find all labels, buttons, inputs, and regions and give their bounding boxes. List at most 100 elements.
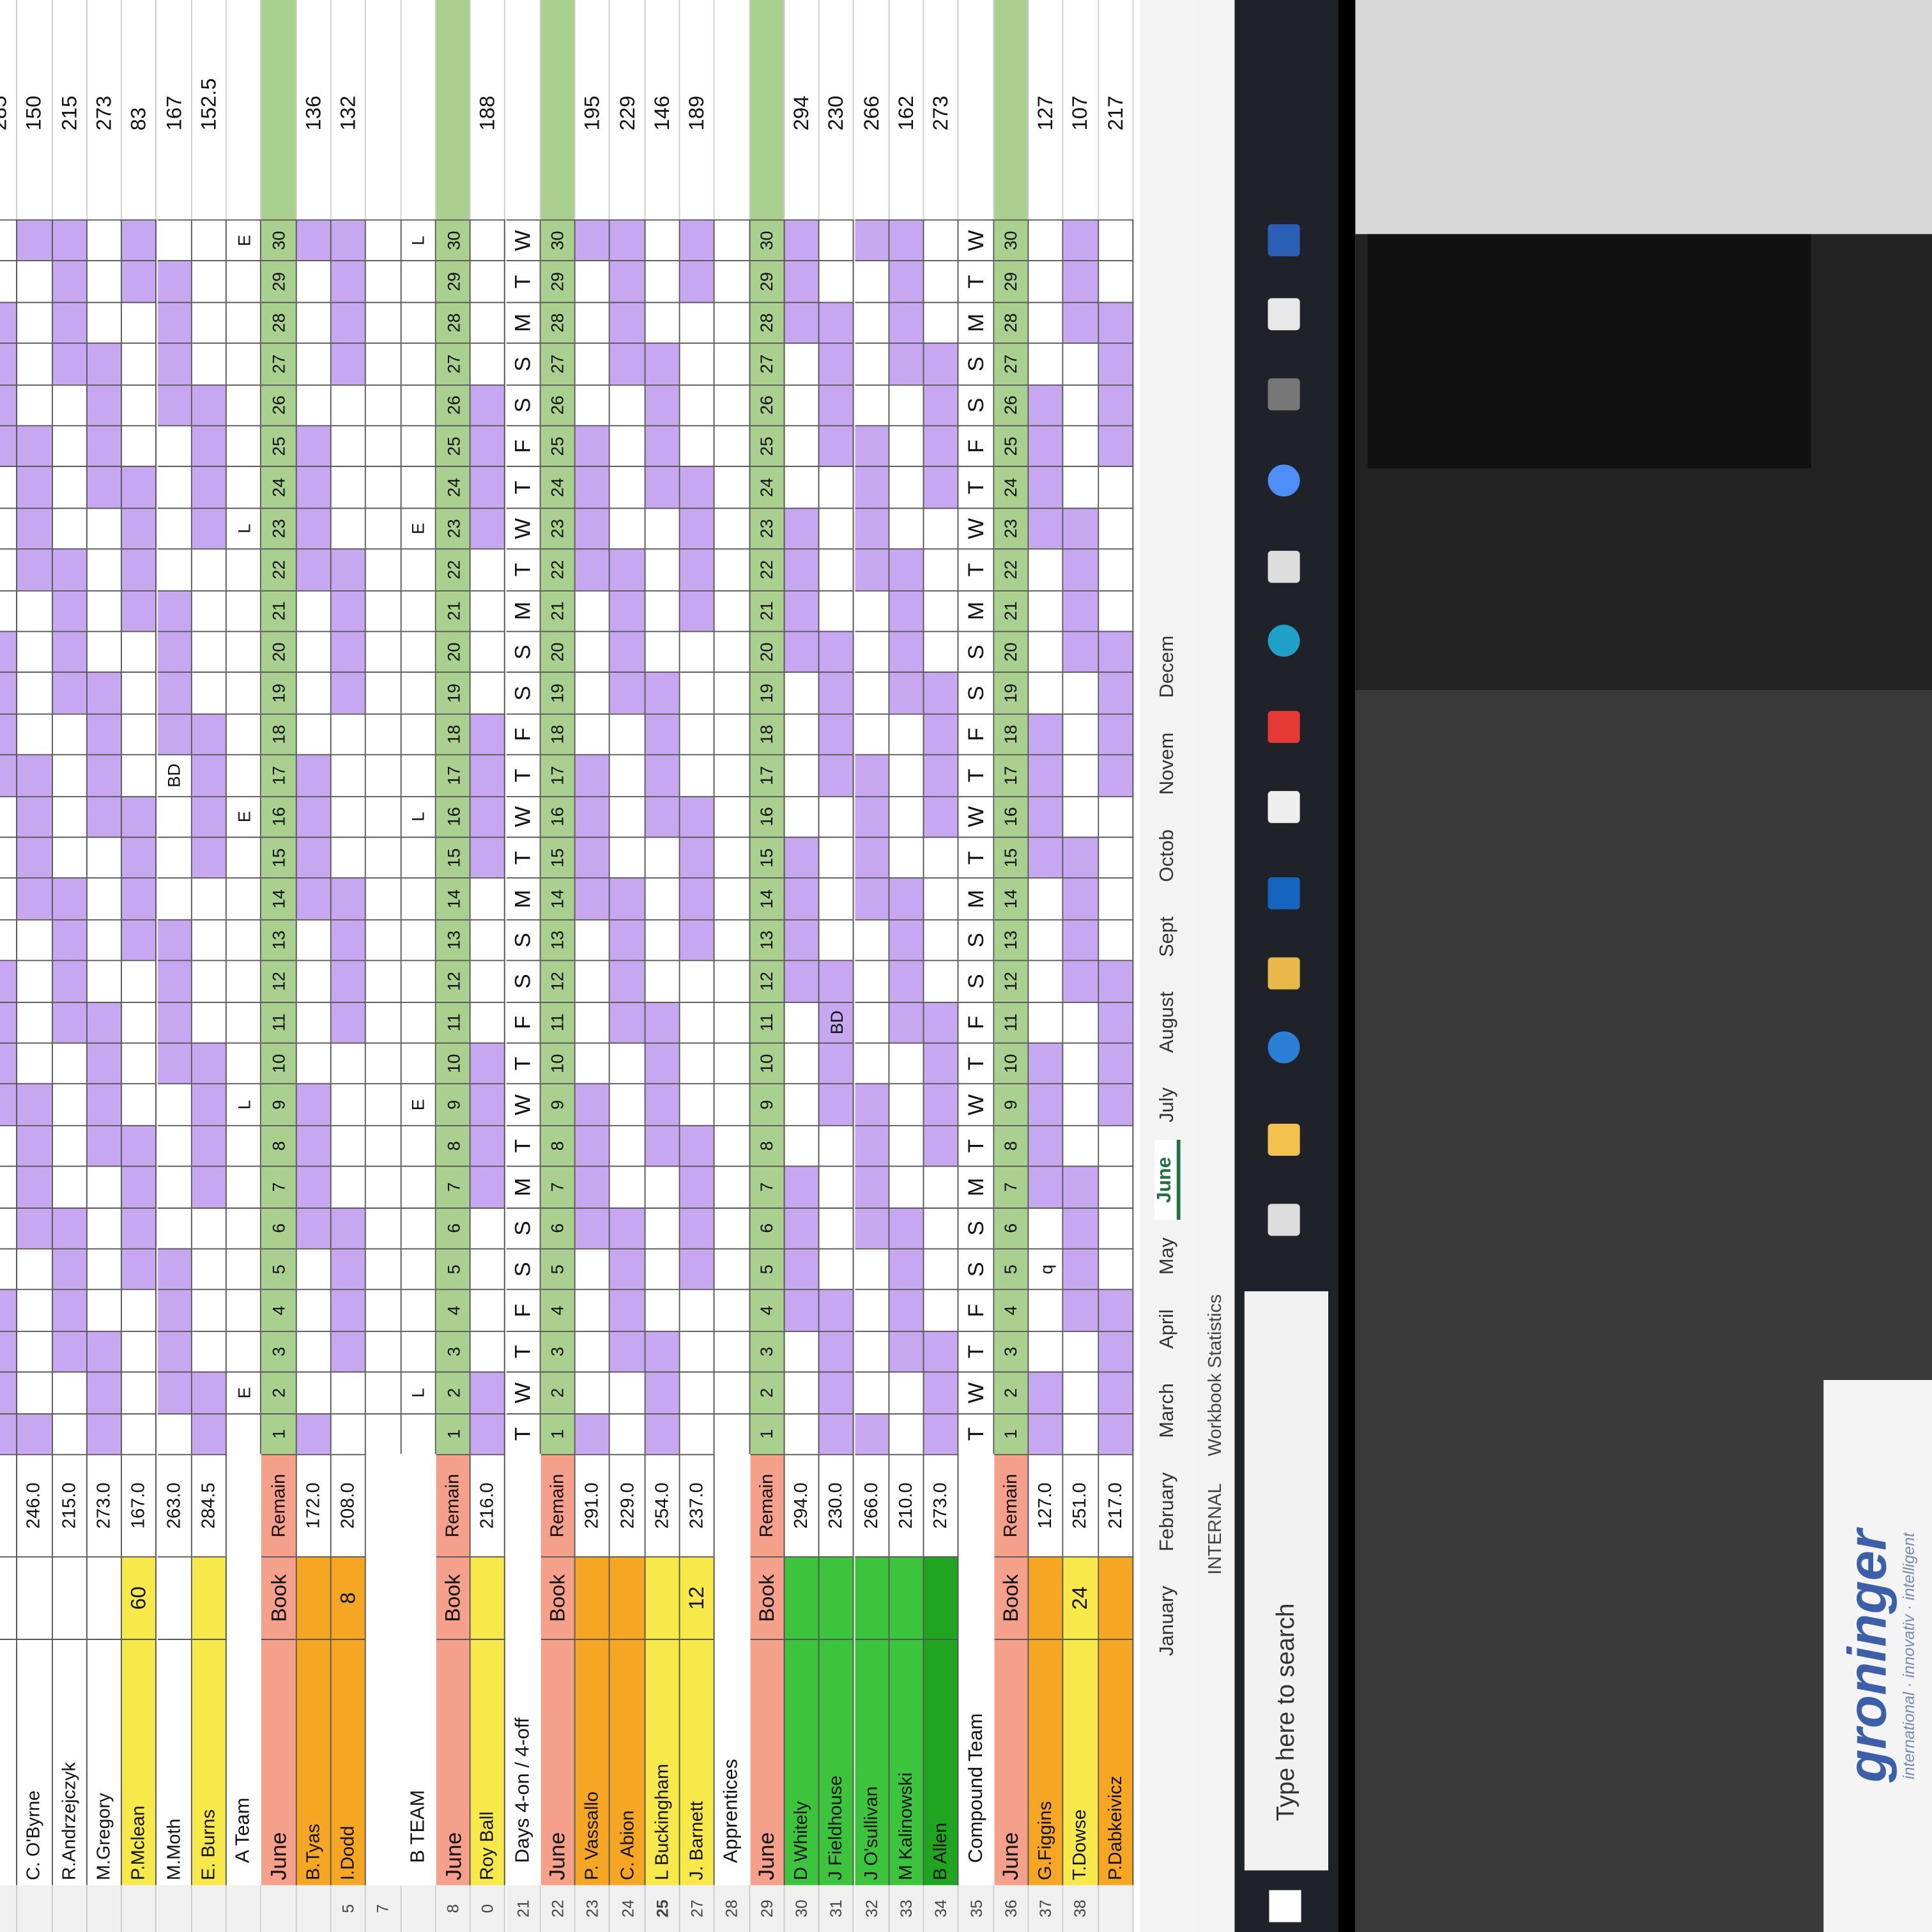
sheet-tab[interactable]: May (1156, 1237, 1177, 1275)
day-number: 26 (261, 383, 297, 425)
day-cell (122, 877, 157, 919)
day-number: 23 (261, 507, 297, 549)
day-number: 14 (436, 877, 471, 919)
day-cell (192, 466, 227, 508)
day-cell (819, 383, 855, 425)
calc-app[interactable] (1268, 551, 1300, 583)
total-cell: 273 (924, 0, 960, 220)
day-cell (471, 425, 506, 466)
person-name: I.Dodd (331, 1638, 367, 1885)
flower-app[interactable] (1268, 464, 1300, 497)
day-cell (819, 302, 855, 343)
day-cell (192, 836, 227, 878)
sheet-tab[interactable]: Decem (1156, 635, 1177, 698)
day-cell (157, 960, 192, 1002)
red-app[interactable] (1268, 710, 1300, 743)
weekday-letter: W (959, 507, 994, 549)
day-cell (575, 425, 611, 466)
sheet-tab[interactable]: July (1156, 1087, 1177, 1123)
sheet-tab[interactable]: April (1156, 1309, 1177, 1349)
weekday-letter: T (959, 1413, 994, 1454)
day-cell (889, 1289, 924, 1331)
day-cell (401, 960, 436, 1002)
day-cell (680, 466, 716, 508)
day-cell (645, 960, 680, 1002)
day-cell (122, 795, 157, 837)
l-app[interactable] (1268, 378, 1300, 411)
task-view[interactable] (1268, 1204, 1300, 1236)
day-cell (715, 1289, 750, 1331)
day-cell (52, 1413, 88, 1454)
day-cell (924, 919, 960, 960)
day-cell (575, 1371, 611, 1413)
file-explorer[interactable] (1268, 1123, 1300, 1156)
day-cell (471, 383, 506, 425)
day-cell (785, 219, 820, 261)
sheet-tab[interactable]: March (1156, 1383, 1177, 1438)
day-cell (87, 219, 123, 261)
day-cell (785, 1084, 820, 1125)
weekday-letter: T (959, 754, 994, 796)
day-cell (157, 466, 192, 508)
day-cell (924, 1371, 960, 1413)
shift-mark: E (227, 1371, 262, 1413)
day-cell (17, 1248, 53, 1290)
edge[interactable] (1268, 624, 1300, 657)
day-cell (87, 1207, 123, 1248)
day-cell (192, 1001, 227, 1043)
total-cell: 273 (87, 0, 123, 220)
day-cell (52, 342, 88, 384)
day-number: 13 (749, 919, 785, 960)
day-cell (122, 1413, 157, 1454)
day-cell (471, 795, 506, 837)
internet-explorer[interactable] (1268, 1031, 1300, 1064)
day-number: 30 (993, 219, 1029, 261)
day-cell (889, 260, 924, 302)
day-cell (645, 1289, 680, 1331)
day-cell (0, 548, 18, 590)
day-cell (366, 1207, 401, 1248)
total-cell (366, 0, 401, 220)
day-cell (17, 1330, 53, 1372)
sheet-tab[interactable]: Sept (1156, 916, 1177, 957)
weekday-letter: S (505, 342, 541, 384)
sheet-tab[interactable]: Octob (1156, 829, 1177, 882)
sheet-tab[interactable]: August (1156, 991, 1177, 1054)
day-cell (296, 713, 332, 755)
day-number: 27 (436, 342, 471, 384)
day-cell (331, 671, 367, 714)
total-cell: 195 (575, 0, 611, 220)
row-number: 27 (680, 1885, 716, 1932)
day-cell (819, 342, 855, 384)
day-cell (52, 671, 88, 714)
day-number: 18 (540, 713, 576, 755)
sheet-tab[interactable]: Novem (1156, 732, 1177, 795)
status-stats[interactable]: Workbook Statistics (1204, 1294, 1225, 1457)
day-cell (1063, 548, 1099, 590)
day-cell (0, 1413, 18, 1454)
day-cell (0, 219, 18, 261)
start-button[interactable] (1269, 1890, 1301, 1922)
day-cell (52, 877, 88, 919)
day-cell (401, 1165, 436, 1208)
remain-cell: 215.0 (52, 1453, 88, 1556)
sheet-tab[interactable]: June (1154, 1139, 1181, 1220)
day-cell (331, 1330, 367, 1372)
remain-cell: 230.0 (819, 1453, 855, 1556)
person-name: L Buckingham (645, 1638, 680, 1885)
day-cell (1063, 1413, 1099, 1454)
sheet-tab[interactable]: January (1156, 1586, 1177, 1656)
weekday-letter: S (959, 1207, 994, 1248)
outlook[interactable] (1268, 877, 1300, 910)
sheet-tab[interactable]: February (1156, 1472, 1177, 1552)
weekday-letter: M (959, 590, 994, 631)
word[interactable] (1268, 224, 1300, 257)
pen-app[interactable] (1268, 957, 1300, 990)
day-cell (331, 836, 367, 878)
notes-app[interactable] (1268, 791, 1300, 824)
total-cell (401, 0, 436, 220)
day-cell (366, 631, 401, 672)
search-box[interactable]: Type here to search (1244, 1291, 1328, 1871)
chrome-app[interactable] (1268, 298, 1300, 330)
day-number: 3 (993, 1330, 1029, 1372)
